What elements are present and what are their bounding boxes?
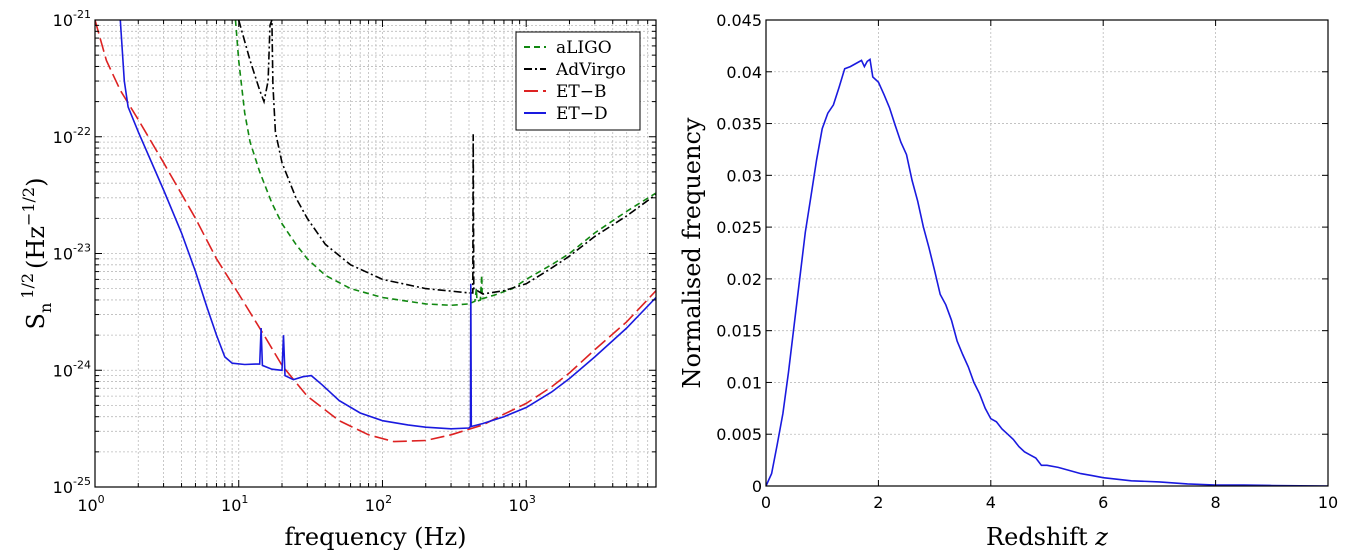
x-tick-label: 100 [77,493,104,515]
left-grid [94,20,657,488]
x-tick-label: 102 [365,493,392,515]
series-line-advirgo [237,20,656,295]
right-plot-frame [765,19,1329,487]
x-tick-label: 103 [509,493,536,515]
y-tick-label: 10-23 [53,242,91,264]
x-tick-label: 6 [1098,493,1108,512]
x-tick-label: 2 [873,493,883,512]
left-ticks [94,19,657,488]
y-tick-label: 0.03 [726,166,762,185]
y-tick-label: 0.01 [726,373,762,392]
legend-label: ET−B [556,82,607,102]
y-tick-label: 0.02 [726,270,762,289]
series-line-etb [95,20,656,443]
y-tick-label: 10-25 [53,475,91,497]
y-tick-label: 0.04 [726,63,762,82]
x-tick-label: 101 [221,493,248,515]
legend-label: aLIGO [556,38,612,58]
x-tick-label: 4 [986,493,996,512]
x-tick-label: 10 [1318,493,1338,512]
right-ticks [765,19,1329,487]
y-tick-label: 0.045 [716,11,762,30]
x-tick-label: 8 [1211,493,1221,512]
right-series [766,57,1328,486]
left-y-axis-label: Sn1/2(Hz−1/2) [18,178,55,330]
y-tick-label: 0.025 [716,218,762,237]
right-x-axis-label: Redshift z [986,523,1108,550]
right-chart: 0 2 4 6 8 10 0 0.005 0.01 0.015 0.02 0.025 0.03 0.035… [678,11,1338,550]
legend-label: ET−D [556,104,608,124]
left-chart: 100 101 102 103 10-25 10-24 10-23 10-22 10-21 fre… [18,8,657,550]
right-y-axis-label: Normalised frequency [678,117,706,388]
left-x-axis-label: frequency (Hz) [285,523,467,550]
series-line-etd [119,20,656,430]
y-tick-label: 0 [752,477,762,496]
right-grid [765,19,1329,487]
y-tick-label: 0.035 [716,115,762,134]
y-tick-label: 10-21 [53,8,91,30]
redshift-distribution-line [766,57,1328,486]
y-tick-label: 0.015 [716,322,762,341]
left-series [95,20,656,443]
x-tick-label: 0 [761,493,771,512]
y-tick-label: 10-24 [53,358,91,380]
y-tick-label: 0.005 [716,425,762,444]
legend-label: AdVirgo [555,60,626,80]
y-tick-label: 10-22 [53,125,91,147]
